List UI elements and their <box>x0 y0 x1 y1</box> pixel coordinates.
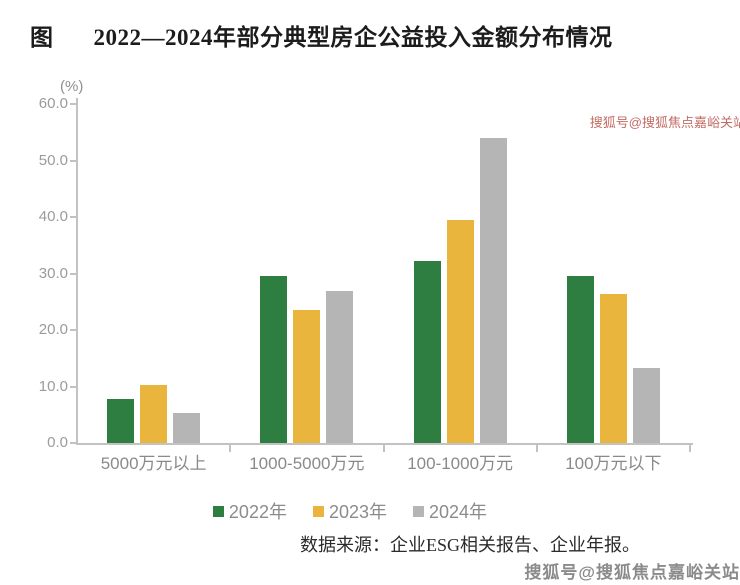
y-axis-tick-label: 10.0 <box>38 377 68 395</box>
bar <box>107 398 135 443</box>
x-category-label: 100-1000万元 <box>407 454 514 473</box>
figure-label: 图 <box>30 25 54 50</box>
y-axis-tick-label: 20.0 <box>38 321 68 338</box>
legend-item: 2024年 <box>413 498 487 524</box>
y-axis-tick <box>70 216 78 218</box>
y-axis-tick-label: 40.0 <box>38 208 68 225</box>
y-axis-unit-label: (%) <box>60 78 84 95</box>
bar <box>260 276 288 443</box>
y-axis-tick <box>70 103 78 105</box>
data-source-note: 数据来源：企业ESG相关报告、企业年报。 <box>299 535 640 555</box>
y-axis-tick <box>70 442 78 444</box>
chart-title: 2022—2024年部分典型房企公益投入金额分布情况 <box>93 25 613 50</box>
legend-item: 2022年 <box>212 498 287 524</box>
x-axis-tick <box>229 445 232 452</box>
x-category-label: 5000万元以上 <box>100 454 207 473</box>
y-axis-tick-label: 30.0 <box>38 264 68 282</box>
bar <box>479 138 507 443</box>
legend-swatch-icon <box>312 505 324 517</box>
figure-title-row: 图 2022—2024年部分典型房企公益投入金额分布情况 <box>30 18 720 52</box>
y-axis-tick-label: 50.0 <box>38 151 68 169</box>
legend-swatch-icon <box>413 505 425 517</box>
legend-label: 2023年 <box>328 502 388 522</box>
bar <box>446 220 474 443</box>
x-category-label: 1000-5000万元 <box>249 454 365 473</box>
chart-legend: 2022年 2023年 2024年 <box>0 498 700 524</box>
bar <box>326 291 354 443</box>
y-axis-tick-label: 60.0 <box>38 95 68 112</box>
watermark-bottom-right: 搜狐号@搜狐焦点嘉峪关站 <box>524 563 740 582</box>
y-axis-tick <box>70 329 78 331</box>
legend-swatch-icon <box>212 505 224 517</box>
x-axis-tick <box>689 445 691 452</box>
bar <box>632 367 660 443</box>
y-axis-tick <box>70 159 78 162</box>
bar <box>413 260 441 443</box>
legend-item: 2023年 <box>312 498 388 524</box>
x-category-label: 100万元以下 <box>565 454 662 473</box>
y-axis-line <box>76 98 78 445</box>
y-axis-tick-label: 0.0 <box>47 434 68 451</box>
y-axis-tick <box>70 385 78 388</box>
legend-label: 2022年 <box>228 502 287 522</box>
x-axis-line <box>76 443 693 445</box>
watermark-top-right: 搜狐号@搜狐焦点嘉峪关站 <box>589 115 740 130</box>
bar <box>599 294 627 443</box>
bar <box>140 384 168 443</box>
bar <box>293 310 321 443</box>
x-axis-tick <box>535 445 538 452</box>
y-axis-tick <box>70 272 78 275</box>
x-axis-tick <box>382 445 385 452</box>
bar <box>173 413 201 443</box>
legend-label: 2024年 <box>429 502 488 522</box>
bar <box>566 276 594 443</box>
